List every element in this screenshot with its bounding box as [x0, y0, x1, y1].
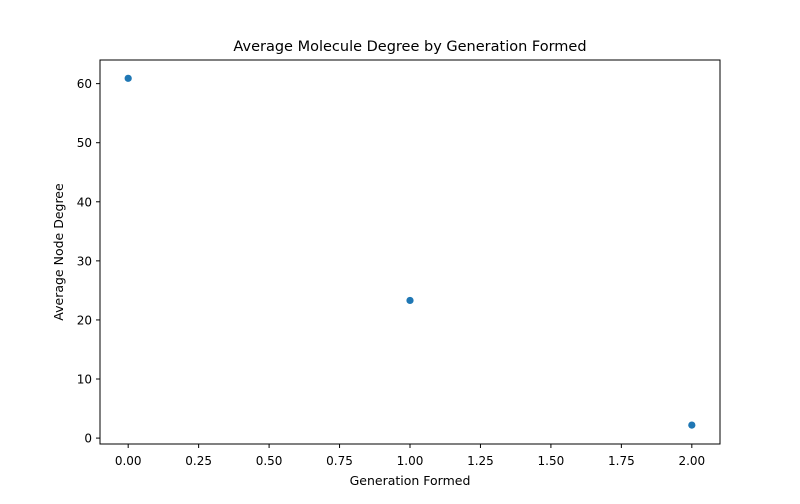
x-tick-label: 1.25 — [467, 454, 494, 468]
data-points — [124, 74, 696, 429]
y-tick-label: 20 — [77, 313, 92, 327]
x-axis-label: Generation Formed — [350, 473, 471, 488]
data-point — [124, 74, 132, 82]
x-tick-label: 0.75 — [326, 454, 353, 468]
y-tick-label: 40 — [77, 195, 92, 209]
x-axis-ticks: 0.00 0.25 0.50 0.75 1.00 1.25 1.50 1.75 2.00 — [115, 444, 705, 468]
y-axis-label: Average Node Degree — [51, 183, 66, 321]
y-tick-label: 10 — [77, 373, 92, 387]
y-tick-label: 30 — [77, 254, 92, 268]
x-tick-label: 0.00 — [115, 454, 142, 468]
data-point — [406, 296, 414, 305]
chart-title: Average Molecule Degree by Generation Fo… — [233, 39, 586, 55]
y-axis-ticks: 0 10 20 30 40 50 60 — [77, 77, 100, 446]
y-tick-label: 60 — [77, 77, 92, 91]
x-tick-label: 0.25 — [185, 454, 212, 468]
x-tick-label: 1.75 — [608, 454, 635, 468]
x-tick-label: 1.00 — [397, 454, 424, 468]
plot-area-frame — [99, 59, 721, 445]
data-point — [688, 421, 696, 429]
x-tick-label: 1.50 — [538, 454, 565, 468]
x-tick-label: 2.00 — [678, 454, 705, 468]
x-tick-label: 0.50 — [256, 454, 283, 468]
y-tick-label: 0 — [84, 432, 92, 446]
y-tick-label: 50 — [77, 136, 92, 150]
